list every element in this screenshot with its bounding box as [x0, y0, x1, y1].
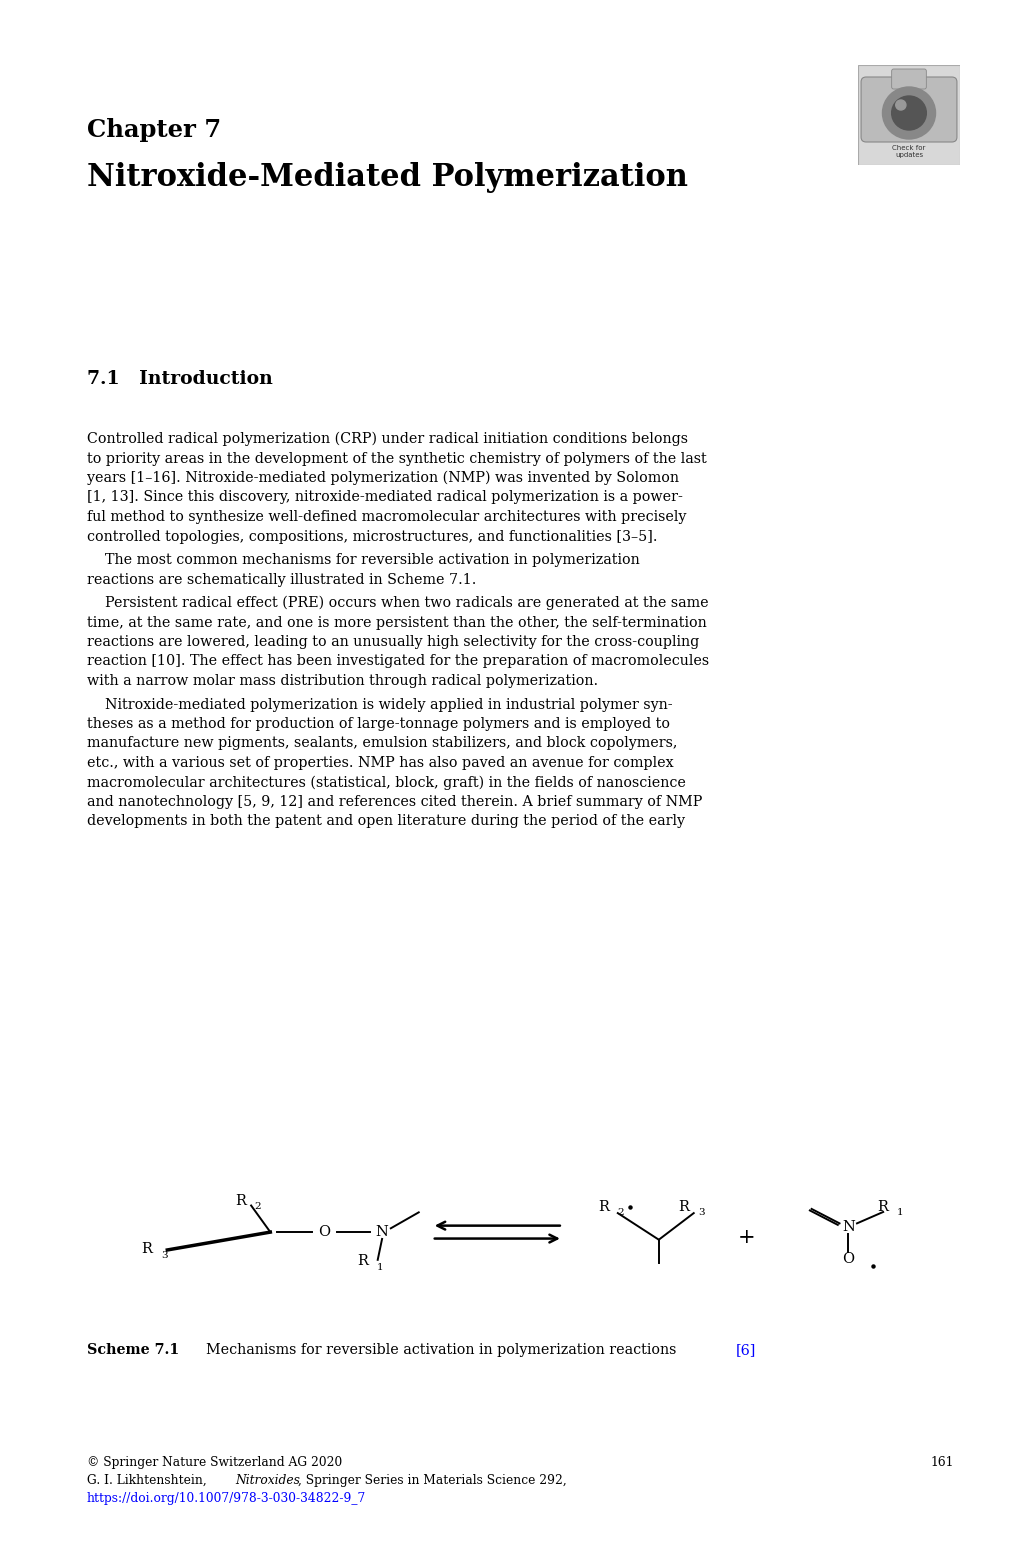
- Text: reactions are schematically illustrated in Scheme 7.1.: reactions are schematically illustrated …: [87, 572, 476, 586]
- FancyBboxPatch shape: [860, 77, 956, 142]
- Text: 3: 3: [697, 1209, 704, 1217]
- Text: Persistent radical effect (PRE) occurs when two radicals are generated at the sa: Persistent radical effect (PRE) occurs w…: [87, 597, 708, 611]
- Text: 161: 161: [929, 1456, 953, 1469]
- Text: N: N: [375, 1224, 388, 1238]
- Text: R: R: [357, 1254, 368, 1268]
- Text: 1: 1: [897, 1209, 903, 1217]
- Text: with a narrow molar mass distribution through radical polymerization.: with a narrow molar mass distribution th…: [87, 674, 597, 688]
- Circle shape: [895, 100, 905, 110]
- Text: 7.1   Introduction: 7.1 Introduction: [87, 369, 272, 388]
- Text: Chapter 7: Chapter 7: [87, 117, 221, 142]
- FancyBboxPatch shape: [891, 70, 925, 90]
- Text: Check for
updates: Check for updates: [892, 144, 925, 158]
- Text: and nanotechnology [5, 9, 12] and references cited therein. A brief summary of N: and nanotechnology [5, 9, 12] and refere…: [87, 795, 702, 809]
- Text: https://doi.org/10.1007/978-3-030-34822-9_7: https://doi.org/10.1007/978-3-030-34822-…: [87, 1492, 366, 1504]
- Text: +: +: [737, 1229, 754, 1248]
- Text: R: R: [678, 1200, 689, 1214]
- Text: to priority areas in the development of the synthetic chemistry of polymers of t: to priority areas in the development of …: [87, 451, 706, 465]
- Text: G. I. Likhtenshtein,: G. I. Likhtenshtein,: [87, 1473, 210, 1487]
- FancyBboxPatch shape: [857, 65, 959, 165]
- Text: 3: 3: [161, 1251, 168, 1260]
- Text: 2: 2: [255, 1203, 261, 1211]
- Text: Nitroxides: Nitroxides: [234, 1473, 300, 1487]
- Circle shape: [881, 87, 934, 139]
- Text: O: O: [318, 1224, 330, 1238]
- Circle shape: [891, 96, 925, 130]
- Text: O: O: [842, 1252, 854, 1266]
- Text: Nitroxide-Mediated Polymerization: Nitroxide-Mediated Polymerization: [87, 162, 688, 193]
- Text: manufacture new pigments, sealants, emulsion stabilizers, and block copolymers,: manufacture new pigments, sealants, emul…: [87, 736, 677, 750]
- Text: developments in both the patent and open literature during the period of the ear: developments in both the patent and open…: [87, 815, 685, 829]
- Text: Nitroxide-mediated polymerization is widely applied in industrial polymer syn-: Nitroxide-mediated polymerization is wid…: [87, 697, 672, 711]
- Text: 2: 2: [618, 1209, 624, 1217]
- Text: R: R: [597, 1200, 608, 1214]
- Text: macromolecular architectures (statistical, block, graft) in the fields of nanosc: macromolecular architectures (statistica…: [87, 776, 685, 790]
- Text: 1: 1: [376, 1263, 383, 1272]
- Text: theses as a method for production of large-tonnage polymers and is employed to: theses as a method for production of lar…: [87, 717, 669, 731]
- Text: ful method to synthesize well-defined macromolecular architectures with precisel: ful method to synthesize well-defined ma…: [87, 510, 686, 524]
- Text: [6]: [6]: [735, 1343, 755, 1357]
- Text: time, at the same rate, and one is more persistent than the other, the self-term: time, at the same rate, and one is more …: [87, 615, 706, 629]
- Text: R: R: [234, 1194, 246, 1207]
- Text: controlled topologies, compositions, microstructures, and functionalities [3–5].: controlled topologies, compositions, mic…: [87, 529, 657, 544]
- Text: Controlled radical polymerization (CRP) under radical initiation conditions belo: Controlled radical polymerization (CRP) …: [87, 431, 688, 447]
- Text: , Springer Series in Materials Science 292,: , Springer Series in Materials Science 2…: [298, 1473, 567, 1487]
- Text: reaction [10]. The effect has been investigated for the preparation of macromole: reaction [10]. The effect has been inves…: [87, 654, 708, 668]
- Text: R: R: [142, 1241, 152, 1257]
- Text: [1, 13]. Since this discovery, nitroxide-mediated radical polymerization is a po: [1, 13]. Since this discovery, nitroxide…: [87, 490, 682, 504]
- Text: © Springer Nature Switzerland AG 2020: © Springer Nature Switzerland AG 2020: [87, 1456, 342, 1469]
- Text: reactions are lowered, leading to an unusually high selectivity for the cross-co: reactions are lowered, leading to an unu…: [87, 635, 699, 649]
- Text: R: R: [876, 1200, 888, 1214]
- Text: N: N: [841, 1220, 854, 1234]
- Text: The most common mechanisms for reversible activation in polymerization: The most common mechanisms for reversibl…: [87, 553, 639, 567]
- Text: years [1–16]. Nitroxide-mediated polymerization (NMP) was invented by Solomon: years [1–16]. Nitroxide-mediated polymer…: [87, 472, 679, 485]
- Text: Mechanisms for reversible activation in polymerization reactions: Mechanisms for reversible activation in …: [197, 1343, 681, 1357]
- Text: etc., with a various set of properties. NMP has also paved an avenue for complex: etc., with a various set of properties. …: [87, 756, 673, 770]
- Text: Scheme 7.1: Scheme 7.1: [87, 1343, 179, 1357]
